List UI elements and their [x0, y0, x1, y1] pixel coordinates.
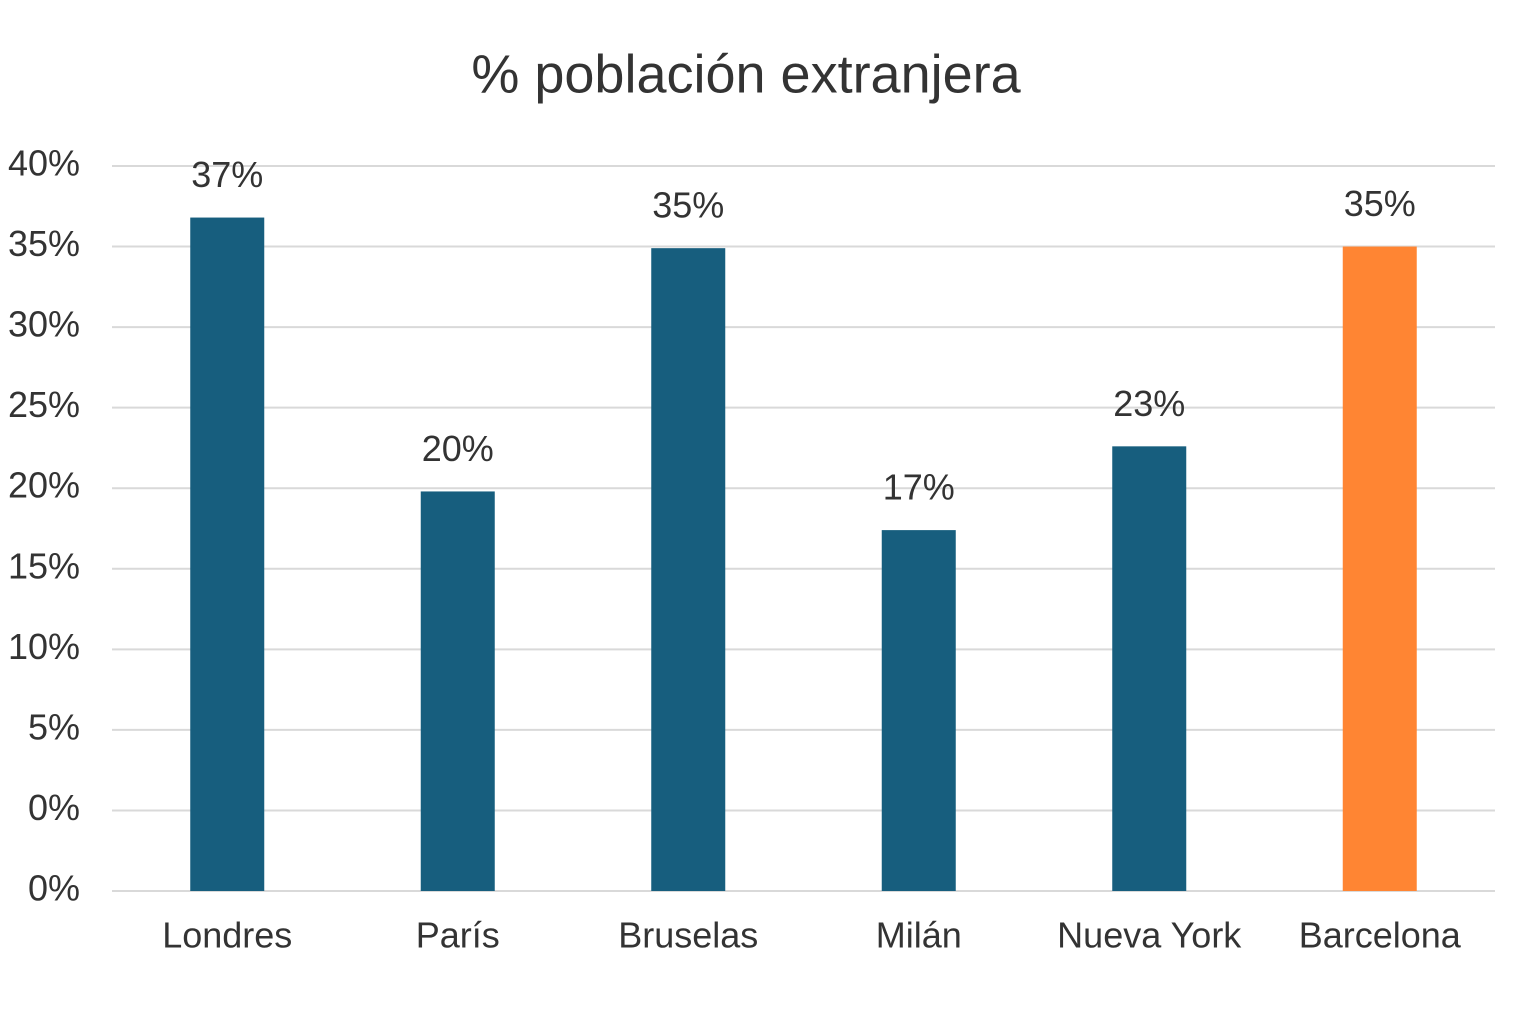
y-tick-label: 0%	[28, 868, 80, 909]
y-tick-label: 40%	[8, 143, 80, 184]
y-tick-label: 15%	[8, 545, 80, 586]
x-tick-label: París	[416, 915, 500, 956]
y-tick-label: 10%	[8, 626, 80, 667]
bar	[1342, 246, 1417, 892]
y-tick-label: 0%	[28, 787, 80, 828]
bar	[881, 530, 956, 891]
x-tick-label: Nueva York	[1057, 915, 1242, 956]
x-tick-label: Londres	[162, 915, 292, 956]
value-label: 35%	[652, 185, 724, 226]
value-label: 20%	[422, 428, 494, 469]
y-tick-label: 25%	[8, 384, 80, 425]
x-tick-label: Milán	[876, 915, 962, 956]
value-label: 23%	[1113, 383, 1185, 424]
y-tick-label: 5%	[28, 706, 80, 747]
chart-title: % población extranjera	[471, 44, 1021, 104]
value-label: 37%	[191, 154, 263, 195]
bar	[190, 217, 265, 892]
x-tick-label: Bruselas	[618, 915, 758, 956]
value-label: 17%	[883, 467, 955, 508]
y-tick-label: 30%	[8, 304, 80, 345]
y-tick-label: 20%	[8, 465, 80, 506]
value-label: 35%	[1344, 183, 1416, 224]
bar	[420, 491, 495, 891]
y-tick-label: 35%	[8, 223, 80, 264]
bar	[651, 248, 726, 891]
x-tick-label: Barcelona	[1299, 915, 1462, 956]
bar	[1112, 446, 1187, 891]
